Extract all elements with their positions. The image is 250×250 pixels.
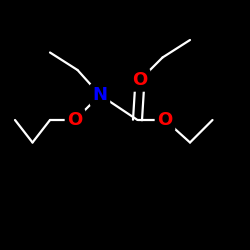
Text: O: O [68,111,82,129]
Text: O: O [158,111,172,129]
Text: N: N [92,86,108,104]
Text: O: O [132,71,148,89]
